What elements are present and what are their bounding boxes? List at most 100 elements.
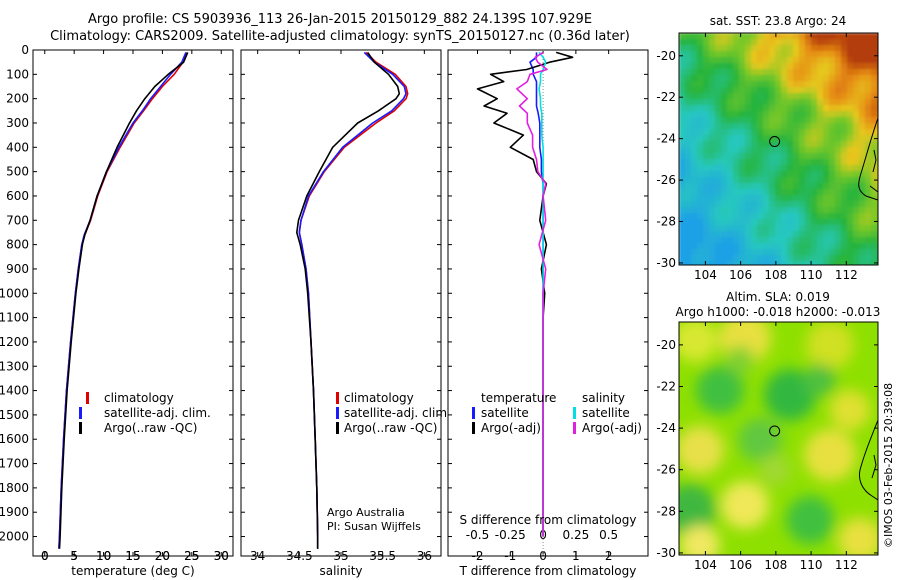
legend-swatch-climatology [336,392,339,404]
sst-cell [823,39,830,46]
sst-cell [703,63,710,70]
sst-cell [739,105,746,112]
sst-cell [871,243,878,250]
sst-cell [685,45,692,52]
sst-cell [697,135,704,142]
sst-cell [829,129,836,136]
sst-cell [733,225,740,232]
sst-cell [805,141,812,148]
sst-cell [853,183,860,190]
sst-cell [751,123,758,130]
sst-cell [799,249,806,256]
sst-cell [763,213,770,220]
sst-cell [739,207,746,214]
sst-cell [787,225,794,232]
sst-cell [799,39,806,46]
sst-cell [835,57,842,64]
sst-cell [763,153,770,160]
x-tick-label: 25 [184,549,199,563]
sst-cell [715,213,722,220]
sst-cell [829,135,836,142]
sst-cell [835,129,842,136]
sst-cell [781,51,788,58]
sst-cell [835,153,842,160]
sst-cell [811,135,818,142]
sst-cell [751,87,758,94]
sst-cell [811,141,818,148]
sst-cell [763,207,770,214]
sst-cell [793,105,800,112]
sst-cell [793,45,800,52]
sst-cell [829,243,836,250]
sst-cell [805,39,812,46]
x-tick-label: 20 [155,549,170,563]
sst-cell [775,63,782,70]
sst-cell [775,213,782,220]
sst-cell [841,171,848,178]
y-tick-label: 300 [6,116,29,130]
sst-cell [733,39,740,46]
sst-cell [757,201,764,208]
sst-cell [733,243,740,250]
sst-cell [721,225,728,232]
sst-cell [793,249,800,256]
sst-cell [763,255,770,262]
sst-cell [799,213,806,220]
sst-cell [847,177,854,184]
sst-cell [787,45,794,52]
map-x-tick-label: 110 [800,268,823,282]
sst-cell [679,75,686,82]
sst-cell [775,111,782,118]
sst-cell [829,255,836,262]
sst-cell [751,177,758,184]
sst-cell [703,165,710,172]
sst-cell [811,117,818,124]
sst-cell [715,39,722,46]
sst-cell [751,129,758,136]
sst-cell [871,81,878,88]
sst-cell [787,165,794,172]
sst-cell [781,117,788,124]
sst-cell [691,51,698,58]
sst-cell [769,45,776,52]
sst-cell [745,111,752,118]
sst-cell [691,81,698,88]
sst-cell [871,183,878,190]
sst-cell [769,255,776,262]
sst-cell [775,75,782,82]
sst-cell [727,93,734,100]
sst-cell [697,165,704,172]
sst-cell [727,171,734,178]
sst-cell [691,45,698,52]
sst-cell [847,213,854,220]
sst-cell [871,213,878,220]
sst-cell [721,177,728,184]
sst-cell [775,171,782,178]
sst-cell [805,123,812,130]
sst-cell [871,117,878,124]
sst-cell [811,39,818,46]
sst-cell [793,243,800,250]
sst-cell [751,159,758,166]
sst-cell [691,75,698,82]
sst-cell [841,219,848,226]
sst-cell [871,33,878,40]
sst-cell [769,183,776,190]
sst-cell [865,129,872,136]
sst-cell [871,189,878,196]
x-tick-label: 30 [214,549,229,563]
sst-cell [781,87,788,94]
sst-cell [685,225,692,232]
sst-cell [697,69,704,76]
x-tick-label: -2 [472,549,484,563]
sst-cell [871,63,878,70]
sst-cell [733,45,740,52]
sst-cell [769,87,776,94]
sst-cell [763,219,770,226]
sst-cell [775,219,782,226]
sst-cell [847,261,854,265]
sst-cell [709,105,716,112]
sst-cell [721,75,728,82]
sst-cell [775,207,782,214]
sst-heatmap [679,33,878,265]
